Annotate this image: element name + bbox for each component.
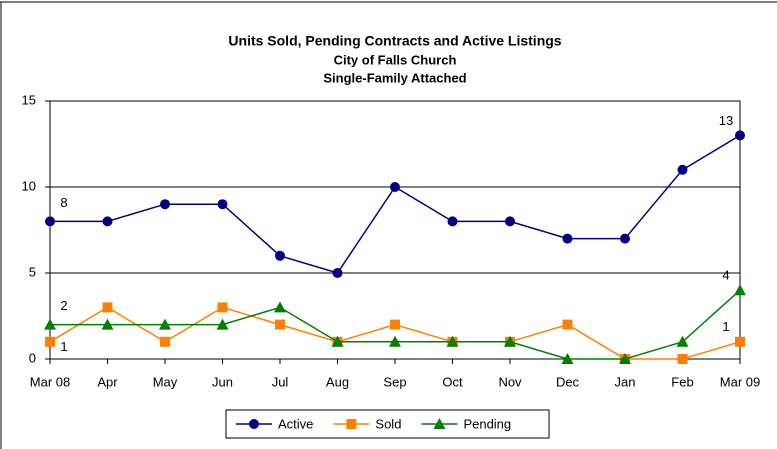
- x-tick-label: Apr: [97, 374, 118, 389]
- data-label: 1: [60, 339, 67, 354]
- marker: [390, 319, 400, 330]
- chart-subtitle: Single-Family Attached: [323, 70, 466, 85]
- y-tick-label: 15: [22, 92, 36, 107]
- marker: [504, 335, 516, 347]
- marker: [45, 216, 55, 227]
- marker: [331, 335, 344, 347]
- marker: [160, 199, 170, 210]
- y-tick-label: 10: [22, 178, 36, 193]
- series-line: [49, 306, 741, 360]
- x-tick-label: Jul: [272, 374, 289, 389]
- x-tick-label: Aug: [326, 374, 349, 389]
- x-tick-label: Mar 08: [30, 374, 70, 389]
- data-label: 1: [722, 319, 729, 334]
- x-tick-label: Nov: [498, 374, 522, 389]
- legend-label: Pending: [463, 416, 511, 431]
- marker: [275, 319, 285, 330]
- marker: [562, 233, 573, 244]
- x-tick-label: Dec: [556, 374, 580, 389]
- marker: [676, 335, 689, 347]
- marker: [274, 301, 286, 313]
- legend-label: Active: [278, 416, 313, 431]
- marker: [332, 268, 343, 278]
- marker: [217, 302, 228, 313]
- marker: [735, 336, 745, 347]
- marker: [619, 353, 631, 364]
- marker: [447, 216, 458, 227]
- y-tick-label: 5: [29, 264, 36, 279]
- marker: [562, 319, 573, 330]
- data-label: 4: [722, 268, 729, 283]
- marker: [249, 419, 259, 429]
- x-tick-label: Feb: [671, 374, 693, 389]
- x-tick-label: Sep: [383, 374, 406, 389]
- chart-title: Units Sold, Pending Contracts and Active…: [228, 33, 561, 49]
- y-tick-label: 0: [29, 350, 36, 365]
- data-label: 8: [60, 195, 67, 210]
- marker: [677, 354, 688, 364]
- marker: [275, 250, 285, 261]
- marker: [160, 336, 170, 347]
- marker: [433, 418, 446, 429]
- marker: [159, 318, 171, 330]
- marker: [390, 182, 400, 192]
- series-line: [50, 134, 741, 274]
- marker: [505, 216, 515, 227]
- marker: [102, 216, 113, 227]
- marker: [734, 284, 746, 296]
- marker: [620, 233, 630, 244]
- marker: [216, 318, 229, 330]
- marker: [389, 335, 401, 347]
- data-label: 13: [719, 113, 733, 128]
- marker: [217, 199, 228, 210]
- data-label: 2: [60, 298, 67, 313]
- marker: [561, 353, 574, 364]
- x-tick-label: Jun: [212, 374, 233, 389]
- marker: [446, 335, 459, 347]
- marker: [45, 336, 55, 347]
- marker: [735, 130, 745, 141]
- legend-box: [225, 409, 550, 439]
- x-tick-label: Oct: [442, 374, 463, 389]
- marker: [102, 302, 113, 313]
- marker: [677, 164, 688, 175]
- x-tick-label: Jan: [615, 374, 636, 389]
- marker: [346, 419, 357, 429]
- marker: [44, 318, 56, 330]
- marker: [101, 318, 114, 330]
- chart-subtitle: City of Falls Church: [334, 52, 457, 67]
- legend-label: Sold: [375, 416, 401, 431]
- x-tick-label: May: [153, 374, 178, 389]
- x-tick-label: Mar 09: [720, 374, 760, 389]
